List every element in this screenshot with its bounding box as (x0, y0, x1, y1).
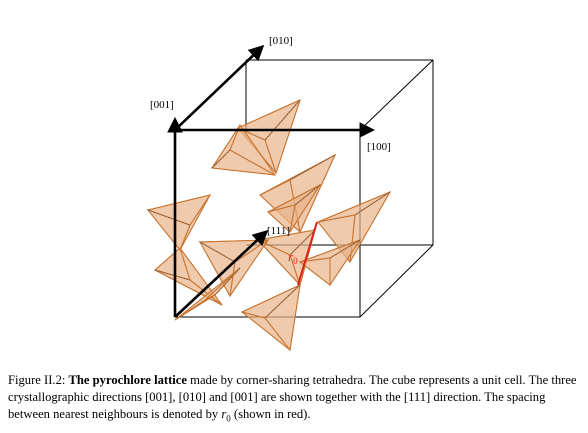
tetrahedra-group (146, 99, 392, 352)
arrow-010 (174, 44, 265, 131)
tetrahedron-face (179, 194, 211, 251)
label-001: [001] (150, 99, 174, 111)
tetrahedron (256, 228, 317, 287)
tetrahedron-hidden-edge (211, 149, 231, 169)
figure-caption: Figure II.2: The pyrochlore lattice made… (8, 372, 580, 428)
tetrahedron (317, 190, 392, 264)
label-100: [100] (367, 141, 391, 153)
tetrahedron-face (257, 239, 301, 286)
tetrahedron-hidden-edge (154, 269, 191, 281)
caption-title: The pyrochlore lattice (68, 373, 187, 387)
caption-symbol: r (221, 407, 227, 421)
tetrahedron-hidden-edge (354, 191, 391, 216)
caption-text-2: (shown in red). (230, 407, 311, 421)
tetrahedron-face (266, 204, 296, 233)
caption-symbol-sub: 0 (226, 413, 231, 424)
r0-label: r0 (288, 249, 298, 266)
tetrahedron-hidden-edge (289, 154, 336, 181)
tetrahedron-face (298, 257, 331, 287)
tetrahedron (236, 99, 301, 175)
direction-arrows (167, 44, 376, 318)
label-111: [111] (267, 225, 290, 237)
cube-unit-cell (174, 59, 434, 318)
tetrahedron-hidden-edge (214, 267, 241, 296)
tetrahedron-face (229, 239, 269, 297)
tetrahedron (146, 194, 212, 251)
r0-segment (297, 221, 318, 286)
tetrahedron (174, 267, 241, 321)
tetrahedron-hidden-edge (147, 209, 191, 226)
caption-figure-label: Figure II.2: (8, 373, 66, 387)
tetrahedron-face (317, 214, 356, 264)
tetrahedron-face (174, 294, 216, 321)
tetrahedron (210, 123, 277, 176)
caption-text-1: made by corner-sharing tetrahedra. The c… (8, 373, 577, 421)
tetrahedron (153, 247, 223, 306)
label-010: [010] (269, 35, 293, 47)
tetrahedron (298, 239, 362, 287)
tetrahedron-hidden-edge (264, 284, 301, 319)
tetrahedron-hidden-edge (199, 241, 236, 263)
tetrahedron (198, 239, 270, 298)
tetrahedron-face (229, 123, 276, 176)
tetrahedron-face (237, 127, 277, 174)
tetrahedron (266, 183, 322, 233)
tetrahedron (240, 283, 301, 352)
tetrahedron-hidden-edge (294, 184, 321, 206)
arrow-111 (174, 229, 269, 318)
pyrochlore-figure: [010] [001] [100] [111] r0 (146, 35, 434, 352)
tetrahedron-face (241, 311, 291, 351)
